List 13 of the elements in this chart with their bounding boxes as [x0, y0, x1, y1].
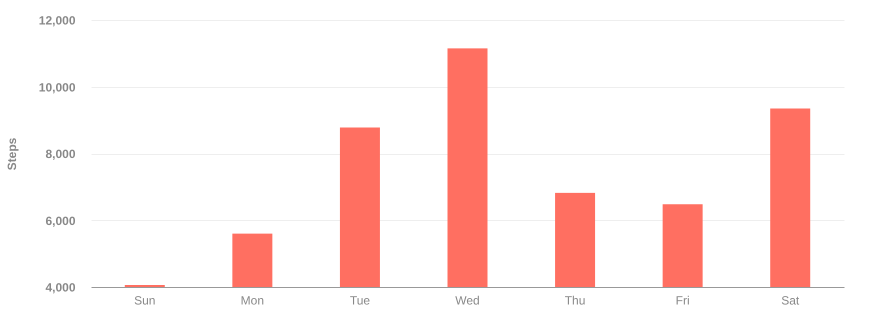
y-axis-title: Steps	[4, 137, 19, 170]
y-tick-label: 6,000	[45, 214, 76, 228]
x-tick-label: Sat	[781, 294, 800, 308]
x-tick-label: Mon	[240, 294, 264, 308]
y-tick-label: 12,000	[38, 14, 76, 28]
x-tick-label: Sun	[134, 294, 156, 308]
y-tick-label: 4,000	[45, 280, 76, 294]
x-tick-label: Thu	[564, 294, 586, 308]
x-tick-label: Tue	[350, 294, 370, 308]
y-tick-label: 10,000	[38, 80, 76, 94]
x-tick-label: Fri	[676, 294, 690, 308]
y-tick-label: 8,000	[45, 147, 76, 161]
x-tick-label: Wed	[455, 294, 480, 308]
